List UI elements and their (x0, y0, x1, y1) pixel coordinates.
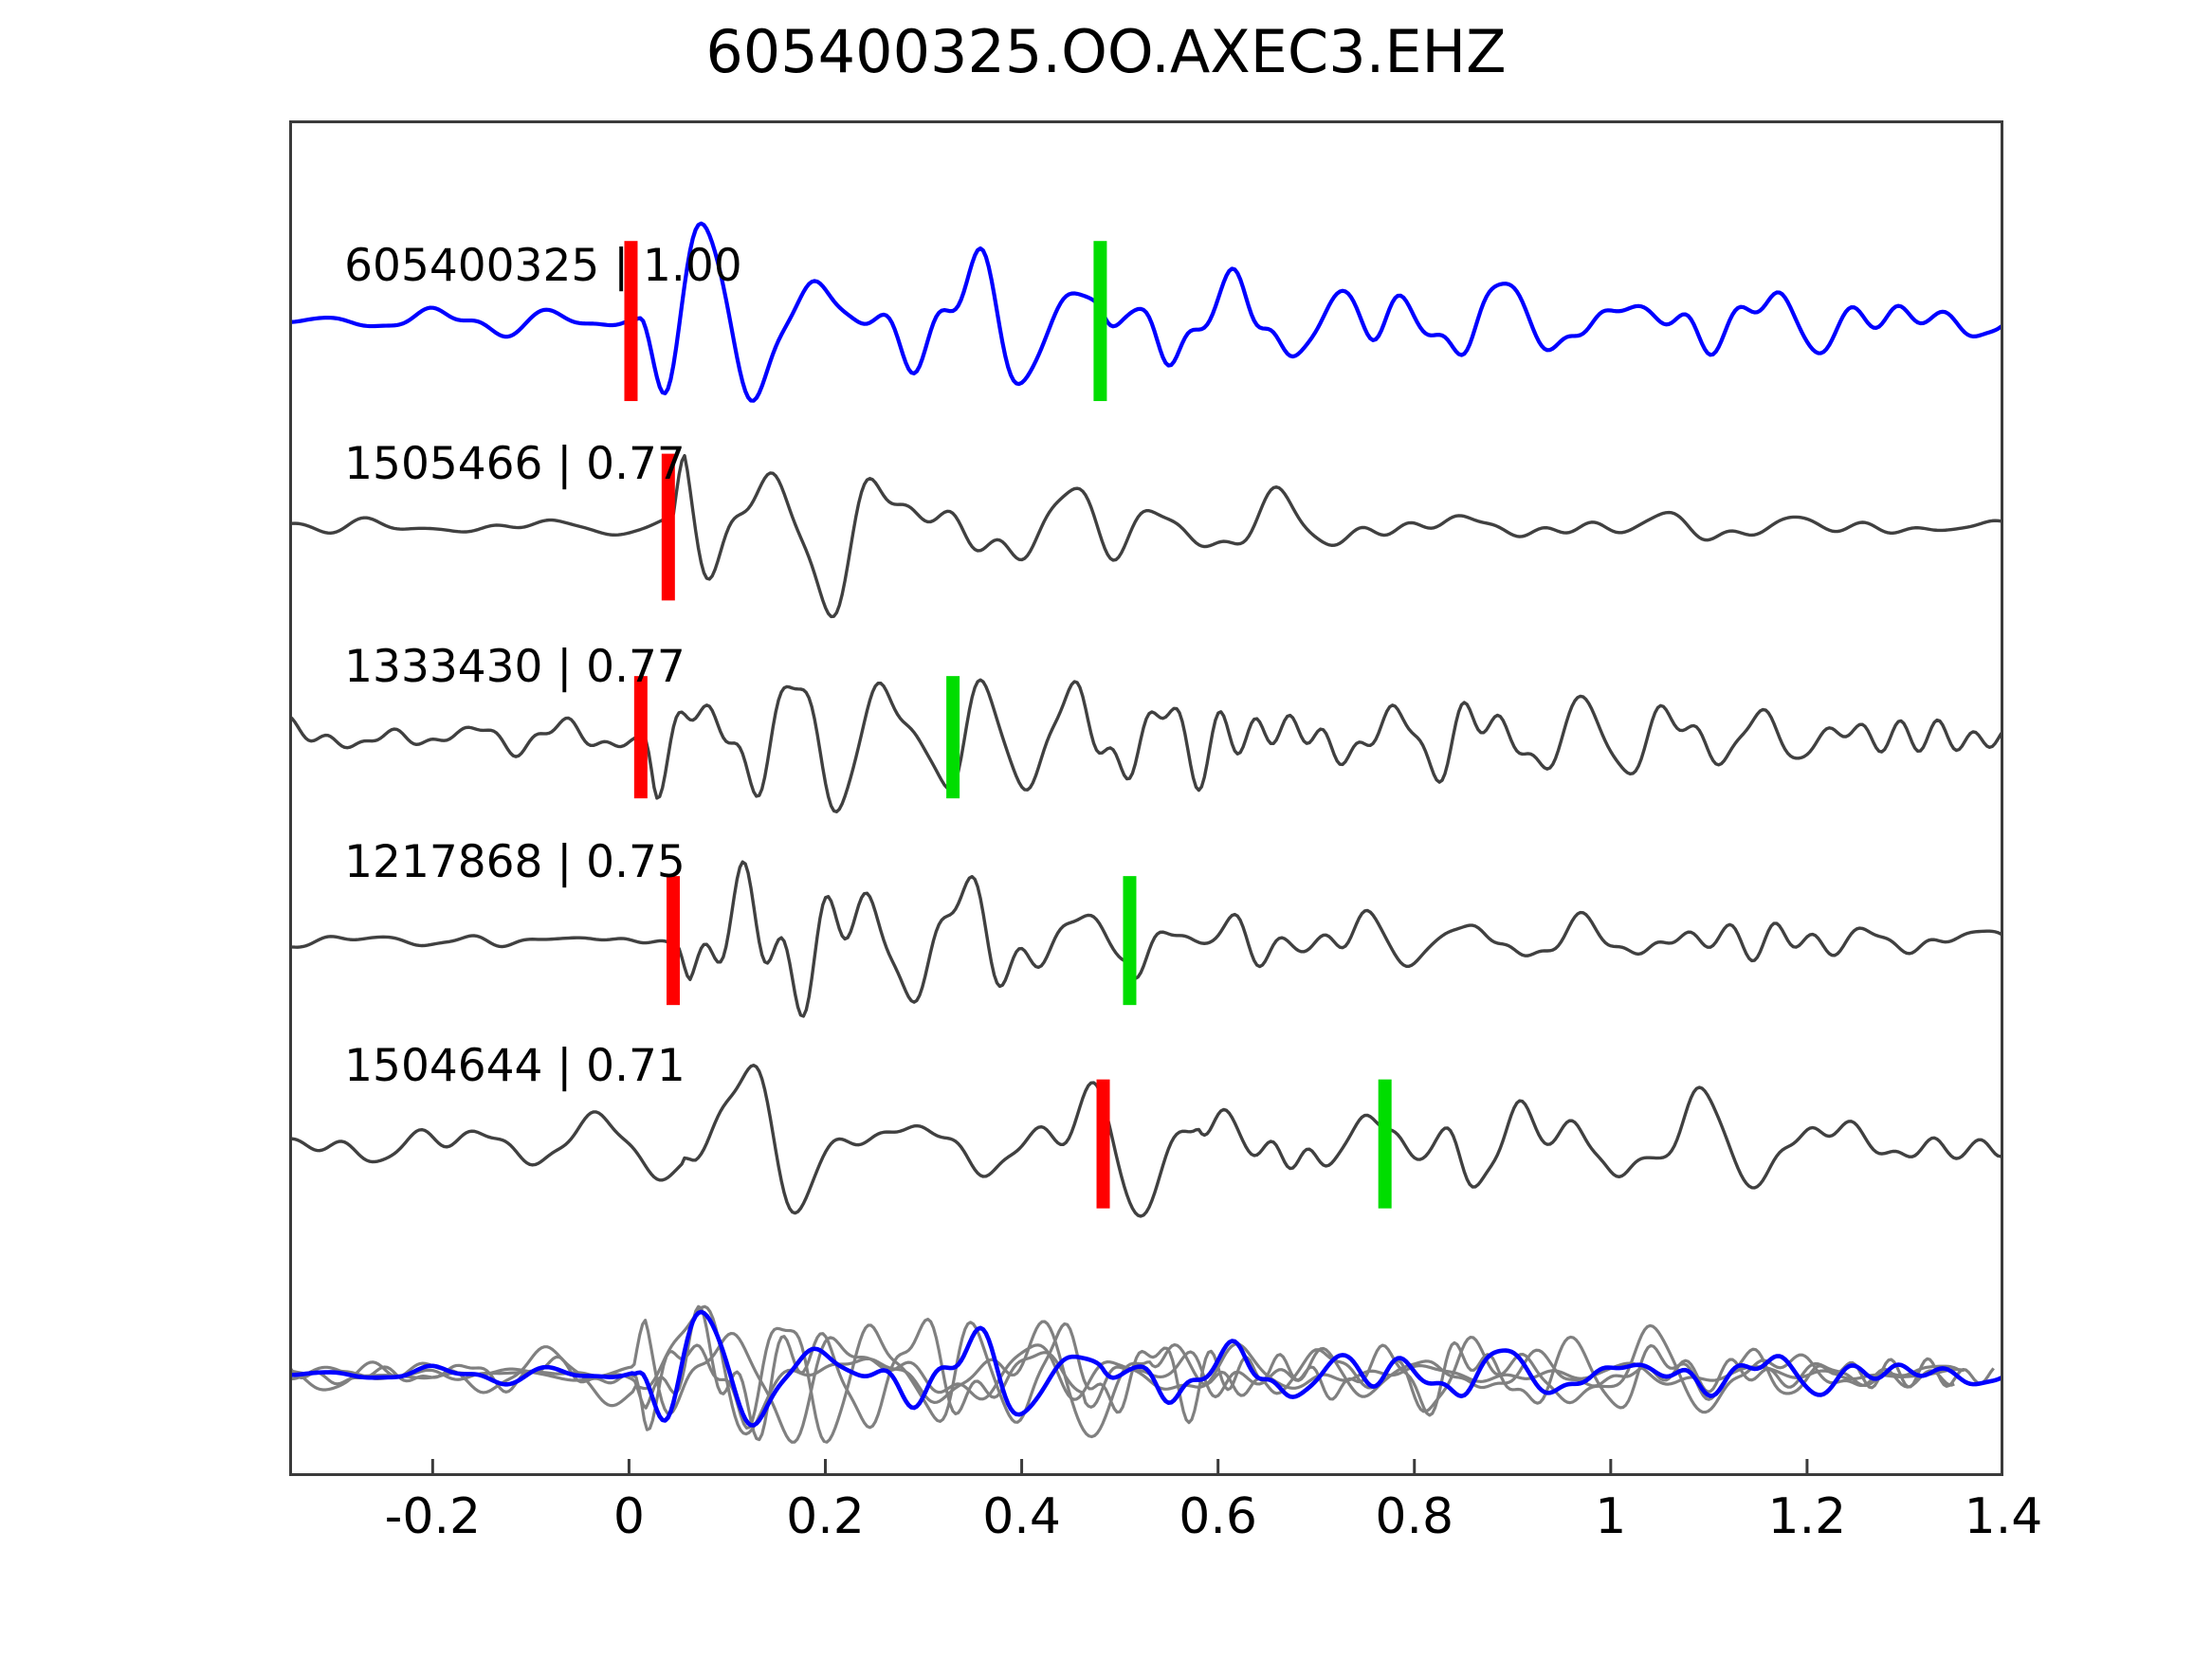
x-tick-label: 1.2 (1767, 1488, 1847, 1545)
x-tick-label: 1 (1595, 1488, 1627, 1545)
pick-marker-s-605400325[interactable] (1093, 241, 1107, 402)
pick-marker-s-1504644[interactable] (1378, 1079, 1392, 1209)
pick-marker-p-605400325[interactable] (624, 241, 638, 402)
x-tick-label: 0.8 (1375, 1488, 1454, 1545)
trace-label-1505466: 1505466 | 0.77 (344, 437, 686, 490)
trace-label-605400325: 605400325 | 1.00 (344, 240, 742, 293)
waveform-trace-1504644 (289, 1064, 2003, 1218)
x-tick-labels: -0.2 0 0.2 0.4 0.6 0.8 1 1.2 1.4 (289, 1488, 2043, 1564)
trace-label-1504644: 1504644 | 0.71 (344, 1039, 686, 1092)
waveform-canvas (289, 221, 2003, 1476)
waveform-trace-605400325 (289, 221, 2003, 403)
pick-marker-s-1333430[interactable] (946, 676, 960, 799)
trace-label-1217868: 1217868 | 0.75 (344, 836, 686, 889)
pick-marker-p-1505466[interactable] (661, 453, 675, 601)
stack-overlay-trace-1505466 (289, 1319, 1965, 1444)
pick-marker-p-1504644[interactable] (1096, 1079, 1110, 1209)
picks-group (624, 241, 1392, 1209)
waveform-trace-1505466 (289, 453, 2003, 619)
trace-label-1333430: 1333430 | 0.77 (344, 641, 686, 694)
x-tick-label: 0 (612, 1488, 645, 1545)
pick-marker-s-1217868[interactable] (1123, 876, 1137, 1006)
x-tick-label: -0.2 (384, 1488, 482, 1545)
x-tick-label: 0.2 (786, 1488, 865, 1545)
pick-marker-p-1333430[interactable] (633, 676, 648, 799)
stack-overlay-trace-1504644 (289, 1304, 1955, 1439)
waveform-trace-1217868 (289, 860, 2003, 1018)
stack-template-trace (289, 1309, 2003, 1428)
waveform-trace-1333430 (289, 678, 2003, 813)
x-tick-label: 0.4 (982, 1488, 1061, 1545)
plot-axes (289, 120, 2003, 1476)
stack-overlay-trace-1333430 (289, 1321, 1995, 1444)
pick-marker-p-1217868[interactable] (667, 876, 681, 1006)
page-title: 605400325.OO.AXEC3.EHZ (705, 17, 1507, 86)
traces-group (289, 221, 2003, 1476)
x-tick-label: 1.4 (1964, 1488, 2043, 1545)
x-tick-label: 0.6 (1179, 1488, 1258, 1545)
